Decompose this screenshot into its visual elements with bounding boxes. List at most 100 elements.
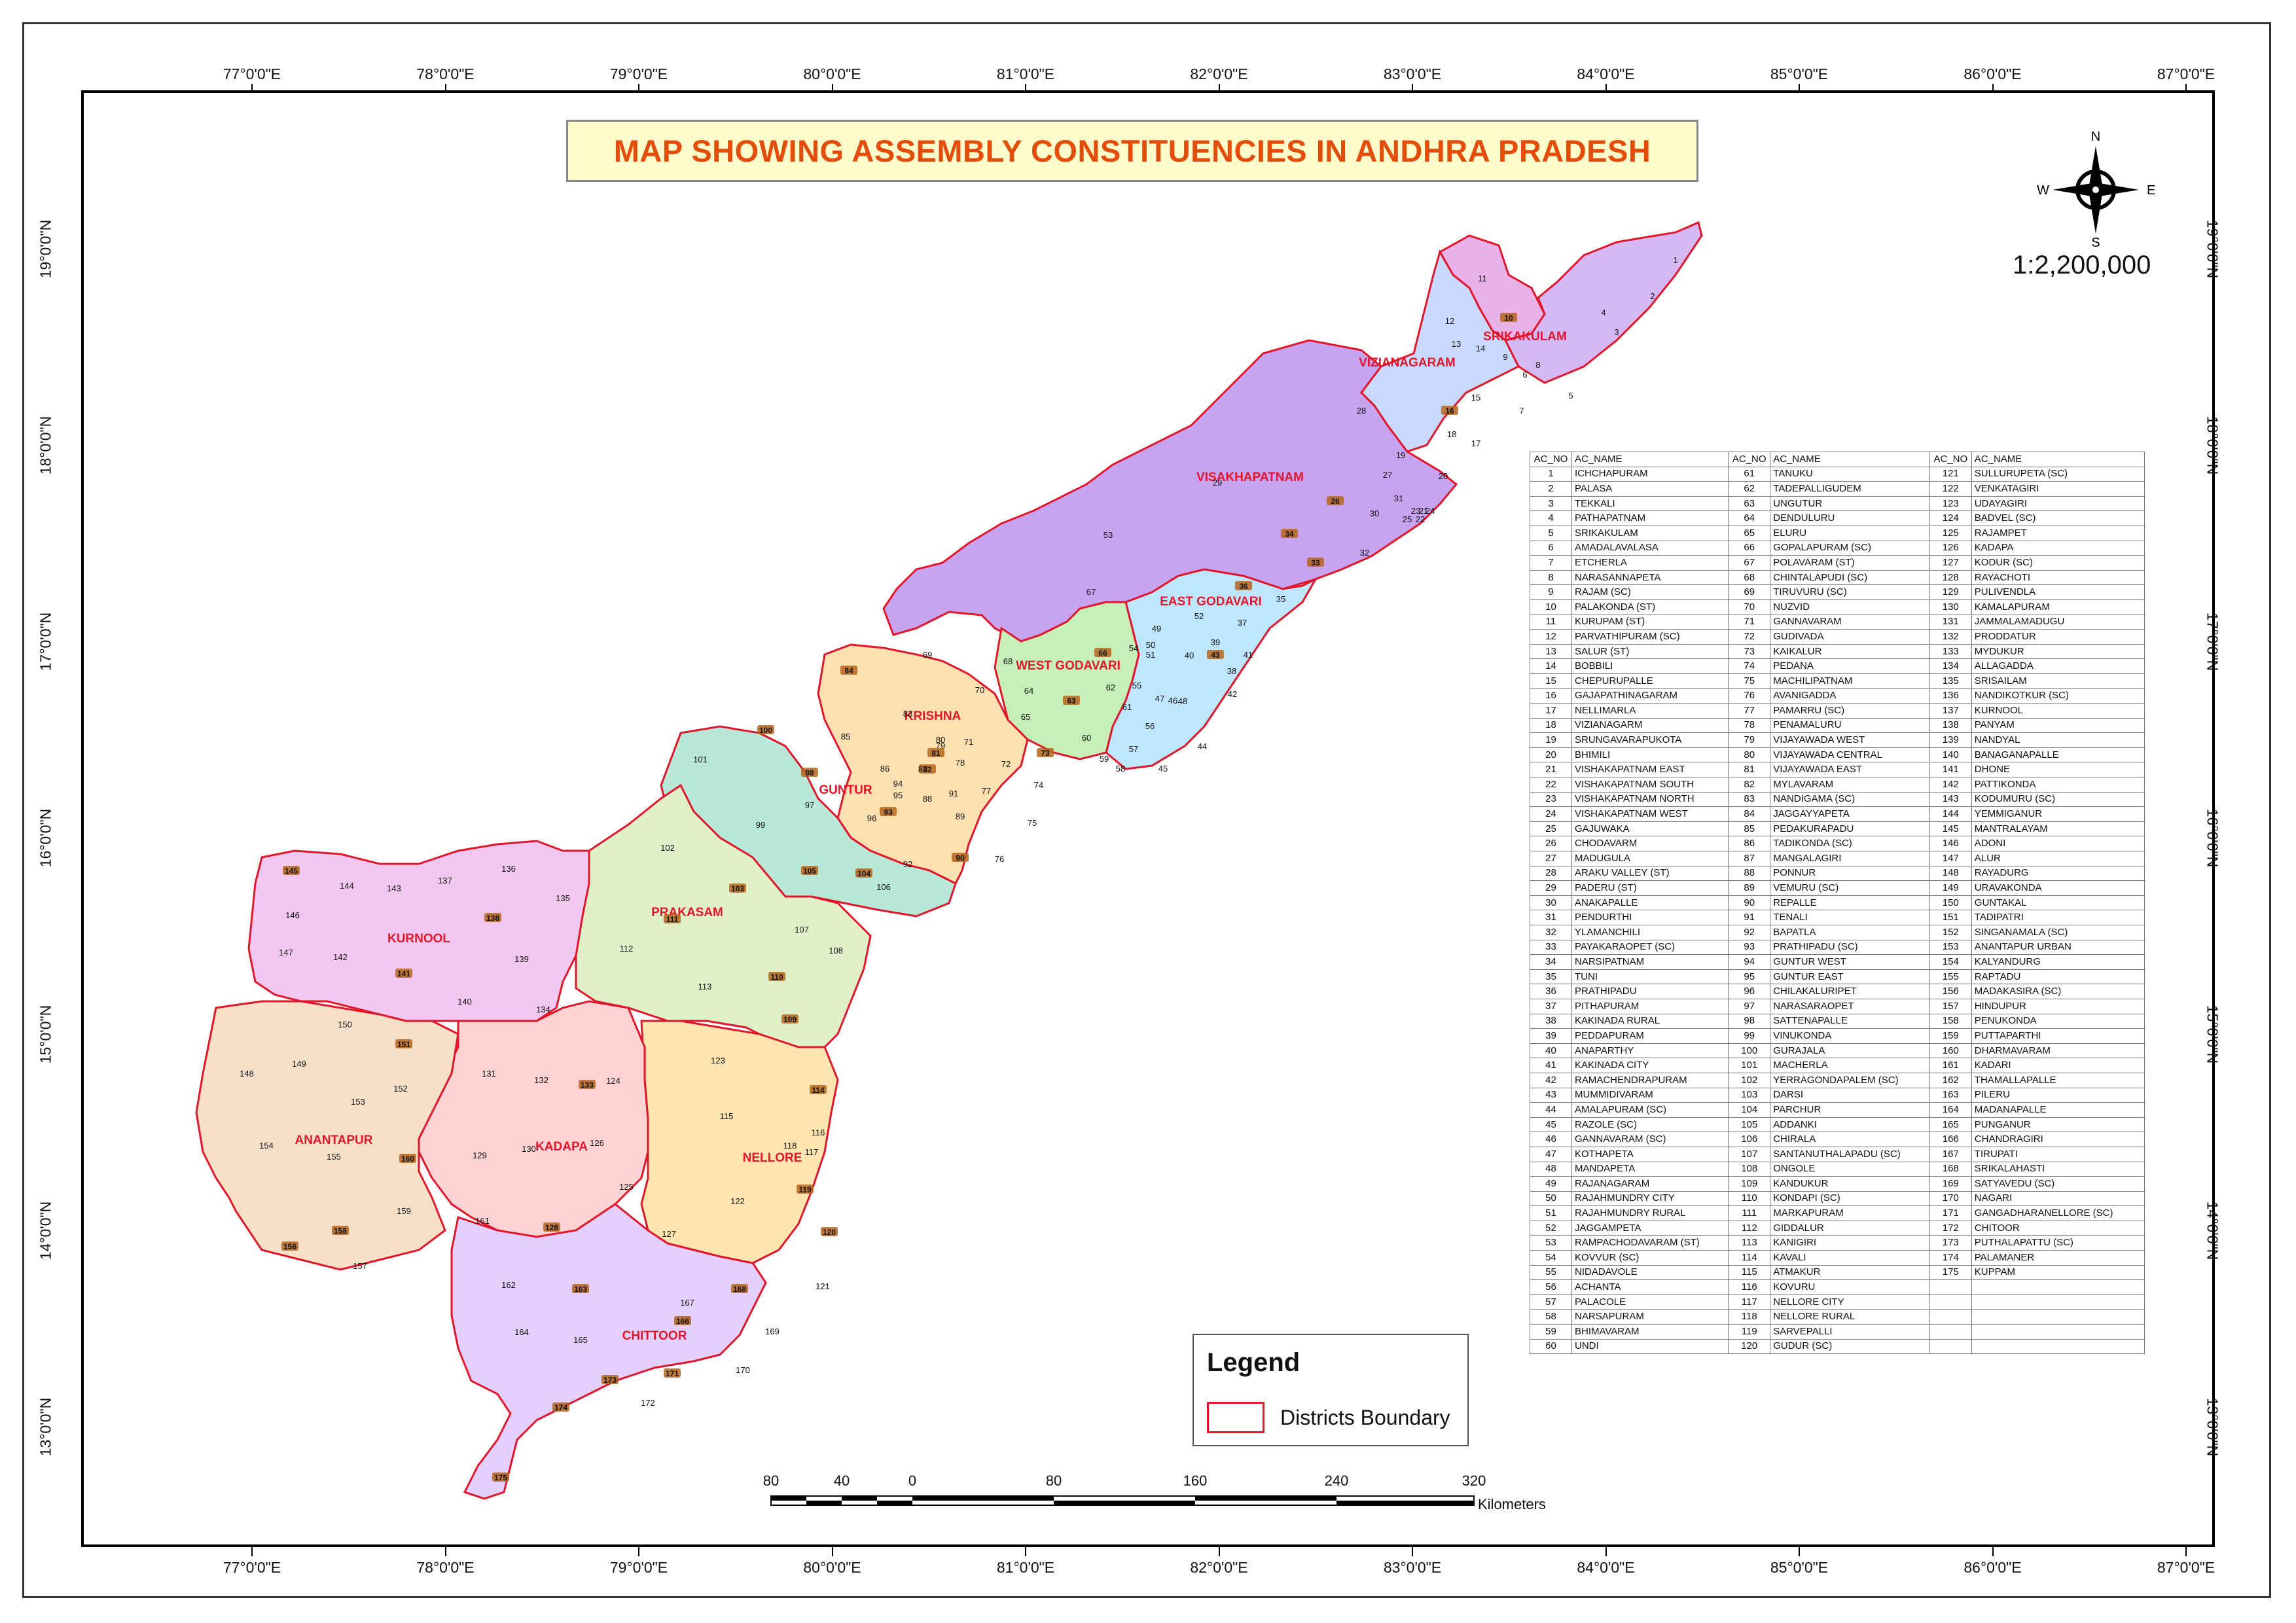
ac-name-cell: JAGGAMPETA <box>1571 1220 1729 1236</box>
ac-number-cell: 61 <box>1728 466 1771 482</box>
ac-number-cell: 142 <box>1929 777 1972 793</box>
ac-name-cell: GAJUWAKA <box>1571 821 1729 837</box>
ac-number-cell: 67 <box>1728 555 1771 571</box>
ac-name-cell: VISHAKAPATNAM EAST <box>1571 762 1729 778</box>
ac-name-cell: UNGUTUR <box>1770 495 1930 512</box>
ac-number-cell: 14 <box>1530 658 1572 674</box>
constituency-label: 5 <box>1568 391 1573 401</box>
ac-name-cell: NANDIGAMA (SC) <box>1770 791 1930 808</box>
ac-name-cell: KAKINADA RURAL <box>1571 1013 1729 1029</box>
table-row: 44 AMALAPURAM (SC) 104 PARCHUR 164 MADANAPALL… <box>1530 1102 2145 1118</box>
ac-number-cell: 123 <box>1929 495 1972 512</box>
ac-name-cell: PENDURTHI <box>1571 910 1729 925</box>
ac-number-cell: 122 <box>1929 481 1972 497</box>
ac-number-cell: 80 <box>1728 747 1771 763</box>
ac-name-cell: SRIKAKULAM <box>1571 525 1729 541</box>
constituency-badge <box>281 1241 298 1251</box>
ac-number-cell: 171 <box>1929 1205 1972 1221</box>
ac-name-cell: GOPALAPURAM (SC) <box>1770 540 1930 556</box>
constituency-label: 138 <box>486 914 499 923</box>
constituency-badge <box>492 1472 509 1482</box>
ac-number-cell: 18 <box>1530 717 1572 734</box>
ac-name-cell: NANDIKOTKUR (SC) <box>1971 688 2145 704</box>
ac-number-cell: 138 <box>1929 717 1972 734</box>
graticule-tick <box>831 1547 833 1556</box>
constituency-label: 93 <box>884 808 893 817</box>
ac-name-cell: VEMURU (SC) <box>1770 880 1930 896</box>
ac-name-cell: SATYAVEDU (SC) <box>1971 1176 2145 1192</box>
constituency-label: 56 <box>1145 721 1155 731</box>
ac-number-cell: 53 <box>1530 1235 1572 1251</box>
constituency-label: 2 <box>1650 291 1655 301</box>
constituency-label: 44 <box>1198 741 1207 751</box>
ac-number-cell: 100 <box>1728 1043 1771 1059</box>
ac-name-cell: CHODAVARM <box>1571 836 1729 852</box>
constituency-label: 52 <box>1194 611 1204 621</box>
constituency-label: 42 <box>1228 689 1237 699</box>
ac-number-cell: 132 <box>1929 629 1972 645</box>
ac-name-cell: PAYAKARAOPET (SC) <box>1571 939 1729 955</box>
ac-name-cell: PADERU (ST) <box>1571 880 1729 896</box>
constituency-label: 33 <box>1311 558 1320 567</box>
ac-number-cell: 141 <box>1929 762 1972 778</box>
ac-name-cell: GANNAVARAM <box>1770 614 1930 630</box>
compass-s: S <box>2091 236 2100 250</box>
constituency-label: 38 <box>1227 666 1236 676</box>
ac-name-cell: DARSI <box>1770 1087 1930 1103</box>
ac-number-cell: 129 <box>1929 584 1972 600</box>
constituency-label: 162 <box>501 1280 516 1290</box>
constituency-label: 151 <box>397 1040 410 1049</box>
constituency-label: 61 <box>1122 702 1132 712</box>
constituency-label: 1 <box>1673 255 1677 265</box>
ac-number-cell: 58 <box>1530 1309 1572 1325</box>
constituency-label: 60 <box>1082 733 1091 743</box>
district-nellore <box>575 783 872 1048</box>
ac-name-cell: SRUNGAVARAPUKOTA <box>1571 732 1729 748</box>
table-row: 42 RAMACHENDRAPURAM 102 YERRAGONDAPALEM (SC… <box>1530 1072 2145 1088</box>
ac-number-cell: 1 <box>1530 466 1572 482</box>
constituency-label: 172 <box>641 1398 655 1408</box>
ac-number-cell: 23 <box>1530 791 1572 808</box>
table-row: 40 ANAPARTHY 100 GURAJALA 160 DHARMAVARAM <box>1530 1043 2145 1059</box>
table-row: 18 VIZIANAGARM 78 PENAMALURU 138 PANYAM <box>1530 717 2145 734</box>
district-label: EAST GODAVARI <box>1160 595 1262 609</box>
ac-number-cell: 75 <box>1728 673 1771 689</box>
constituency-label: 73 <box>1041 749 1050 758</box>
ac-name-cell: VIJAYAWADA WEST <box>1770 732 1930 748</box>
constituency-label: 18 <box>1447 429 1456 439</box>
ac-name-cell: NELLIMARLA <box>1571 703 1729 719</box>
scale-tick: 160 <box>1183 1472 1208 1489</box>
constituency-label: 4 <box>1601 308 1605 317</box>
constituency-badge <box>840 666 857 675</box>
ac-name-cell: KALYANDURG <box>1971 954 2145 970</box>
ac-number-cell: 17 <box>1530 703 1572 719</box>
ac-number-cell: 24 <box>1530 806 1572 822</box>
district-label: SRIKAKULAM <box>1483 330 1567 344</box>
ac-name-cell: MACHILIPATNAM <box>1770 673 1930 689</box>
ac-name-cell: MYLAVARAM <box>1770 777 1930 793</box>
ac-name-cell: NAGARI <box>1971 1190 2145 1207</box>
ac-name-cell: URAVAKONDA <box>1971 880 2145 896</box>
constituency-label: 54 <box>1129 643 1138 653</box>
longitude-label: 82°0'0"E <box>1190 1559 1248 1576</box>
constituency-label: 100 <box>759 726 772 735</box>
ac-name-cell: BOBBILI <box>1571 658 1729 674</box>
constituency-label: 47 <box>1155 694 1164 704</box>
constituency-label: 166 <box>676 1317 689 1326</box>
ac-name-cell: POLAVARAM (ST) <box>1770 555 1930 571</box>
longitude-label: 77°0'0"E <box>223 65 281 82</box>
ac-number-cell: 117 <box>1728 1294 1771 1310</box>
table-row: 52 JAGGAMPETA 112 GIDDALUR 172 CHITOOR <box>1530 1220 2145 1236</box>
constituency-badge <box>395 1039 412 1048</box>
ac-name-cell: RAPTADU <box>1971 969 2145 985</box>
ac-number-cell: 85 <box>1728 821 1771 837</box>
ac-number-cell: 59 <box>1530 1324 1572 1340</box>
constituency-label: 98 <box>805 768 814 777</box>
constituency-label: 26 <box>1331 497 1340 506</box>
constituency-badge <box>1037 748 1054 757</box>
ac-number-cell: 170 <box>1929 1190 1972 1207</box>
constituency-label: 142 <box>333 952 348 962</box>
ac-number-cell: 151 <box>1929 910 1972 925</box>
table-row: 24 VISHAKAPATNAM WEST 84 JAGGAYYAPETA 144 YEM… <box>1530 806 2145 822</box>
ac-name-cell: SRISAILAM <box>1971 673 2145 689</box>
